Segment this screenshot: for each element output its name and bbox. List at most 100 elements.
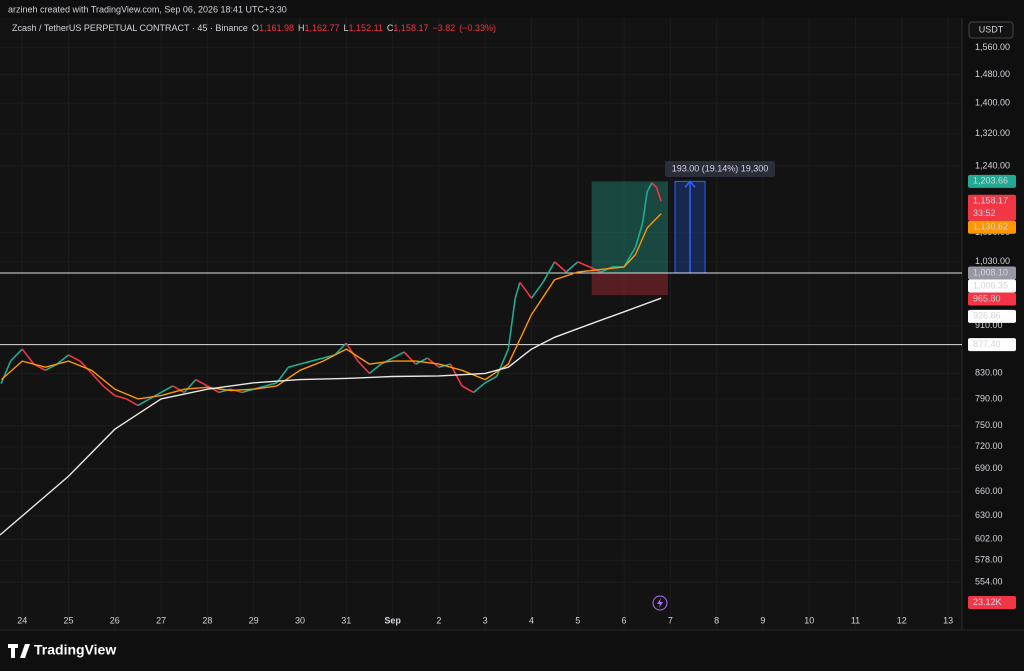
price-tag-label: 1,203.66: [973, 176, 1008, 186]
price-tag: [968, 266, 1016, 280]
ohlc-value: 1,161.98: [259, 23, 294, 33]
price-segment: [646, 182, 653, 192]
price-segment: [368, 363, 382, 374]
y-tick-label: 1,400.00: [975, 98, 1010, 108]
price-segment: [288, 363, 301, 368]
x-tick-label: 7: [668, 615, 673, 625]
y-tick-label: 630.00: [975, 510, 1003, 520]
change: −3.82: [432, 23, 455, 33]
ohlc-key: O: [252, 23, 259, 33]
price-segment: [149, 391, 162, 400]
price-tag: [968, 194, 1016, 221]
x-tick-label: 5: [575, 615, 580, 625]
price-segment: [114, 394, 127, 400]
ohlc-key: L: [344, 23, 349, 33]
legend: Zcash / TetherUS PERPETUAL CONTRACT · 45…: [12, 23, 496, 33]
x-tick-label: 9: [760, 615, 765, 625]
x-tick-label: 30: [295, 615, 305, 625]
y-tick-label: 1,030.00: [975, 256, 1010, 266]
price-segment: [56, 354, 70, 365]
y-tick-label: 1,480.00: [975, 69, 1010, 79]
y-tick-label: 830.00: [975, 368, 1003, 378]
x-tick-label: 27: [156, 615, 166, 625]
y-tick-label: 1,320.00: [975, 128, 1010, 138]
price-segment: [542, 261, 556, 283]
price-segment: [10, 348, 23, 362]
x-tick-label: 8: [714, 615, 719, 625]
price-tag-label: 877.40: [973, 339, 1001, 349]
ohlc-key: C: [387, 23, 394, 33]
price-segment: [641, 191, 648, 224]
y-tick-label: 578.00: [975, 555, 1003, 565]
price-segment: [655, 187, 662, 202]
price-tag: [968, 220, 1016, 234]
position-label: 193.00 (19.14%) 19,300: [672, 163, 769, 173]
x-tick-label: 24: [17, 615, 27, 625]
x-tick-label: 13: [943, 615, 953, 625]
price-tag: [968, 279, 1016, 293]
price-segment: [530, 281, 544, 299]
brand: TradingView: [34, 642, 116, 658]
y-tick-label: 554.00: [975, 577, 1003, 587]
y-tick-label: 660.00: [975, 486, 1003, 496]
x-tick-label: Sep: [384, 615, 401, 625]
price-segment: [334, 342, 347, 356]
credit: arzineh created with TradingView.com, Se…: [8, 4, 287, 14]
ohlc-value: 1,158.17: [393, 23, 428, 33]
price-tag-label: 965.80: [973, 293, 1001, 303]
ohlc-value: 1,162.77: [304, 23, 339, 33]
price-segment: [357, 360, 371, 374]
currency-box: [968, 21, 1014, 39]
price-segment: [299, 360, 312, 365]
x-tick-label: 4: [529, 615, 534, 625]
x-tick-label: 11: [851, 615, 860, 625]
price-segment: [651, 182, 658, 188]
x-tick-label: 10: [804, 615, 814, 625]
price-tag: [968, 174, 1016, 188]
plot-area: [0, 18, 962, 630]
price-segment: [102, 385, 116, 397]
x-tick-label: 12: [897, 615, 907, 625]
volume-tag-label: 23.12K: [973, 597, 1002, 607]
price-segment: [426, 357, 440, 368]
ema-line: [0, 213, 662, 400]
price-tag-countdown: 33:52: [973, 208, 996, 218]
currency: USDT: [979, 24, 1004, 34]
price-segment: [68, 354, 81, 362]
x-tick-label: 2: [436, 615, 441, 625]
price-segment: [507, 298, 517, 350]
x-tick-label: 29: [249, 615, 259, 625]
price-segment: [514, 282, 521, 299]
price-tag: [968, 338, 1016, 352]
price-segment: [160, 385, 174, 394]
price-segment: [276, 366, 290, 384]
price-tag-label: 1,006.35: [973, 280, 1008, 290]
y-tick-label: 1,240.00: [975, 160, 1010, 170]
y-tick-label: 790.00: [975, 393, 1003, 403]
price-segment: [403, 351, 417, 365]
price-tag: [968, 309, 1016, 323]
price-segment: [519, 281, 533, 299]
position-target: [591, 181, 669, 273]
y-tick-label: 750.00: [975, 420, 1003, 430]
volume-tag: [968, 596, 1016, 609]
price-segment: [183, 379, 197, 393]
price-segment: [461, 385, 474, 394]
brand-logo: [8, 644, 30, 658]
x-tick-label: 26: [110, 615, 120, 625]
price-tag-label: 1,130.62: [973, 222, 1008, 232]
ohlc-key: H: [298, 23, 305, 33]
measure-arrow: [684, 180, 696, 273]
price-segment: [137, 398, 150, 407]
symbol: Zcash / TetherUS PERPETUAL CONTRACT · 45…: [12, 23, 248, 33]
price-segment: [79, 360, 93, 374]
y-tick-label: 1,560.00: [975, 42, 1010, 52]
price-segment: [91, 372, 104, 387]
price-tag-label: 1,158.17: [973, 196, 1008, 206]
price-segment: [473, 382, 486, 394]
price-segment: [634, 222, 644, 248]
price-tag: [968, 292, 1016, 306]
x-tick-label: 31: [341, 615, 351, 625]
price-segment: [484, 375, 498, 384]
x-tick-label: 3: [483, 615, 488, 625]
